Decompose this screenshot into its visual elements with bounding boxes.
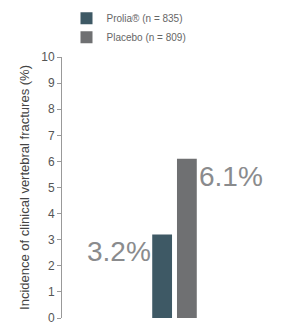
- svg-text:5: 5: [48, 181, 55, 195]
- svg-text:1: 1: [48, 285, 55, 299]
- svg-text:10: 10: [41, 50, 55, 64]
- svg-text:7: 7: [48, 129, 55, 143]
- svg-text:8: 8: [48, 102, 55, 116]
- svg-text:6: 6: [48, 155, 55, 169]
- svg-text:3.2%: 3.2%: [87, 236, 151, 267]
- svg-text:9: 9: [48, 76, 55, 90]
- svg-text:6.1%: 6.1%: [199, 161, 263, 192]
- svg-text:Incidence of clinical vertebra: Incidence of clinical vertebral fracture…: [17, 65, 32, 310]
- svg-text:0: 0: [48, 311, 55, 325]
- svg-text:2: 2: [48, 259, 55, 273]
- svg-text:Placebo (n = 809): Placebo (n = 809): [107, 32, 186, 43]
- svg-text:3: 3: [48, 233, 55, 247]
- svg-text:4: 4: [48, 207, 55, 221]
- svg-text:Prolia® (n = 835): Prolia® (n = 835): [107, 13, 183, 24]
